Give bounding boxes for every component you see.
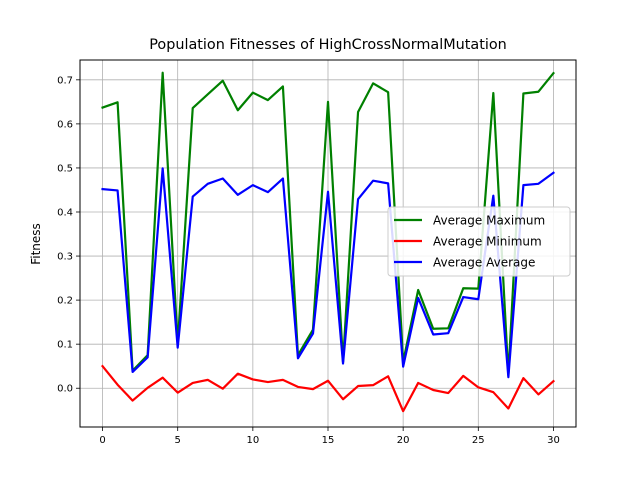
x-tick-label: 20 [397,435,410,446]
series-lines [101,71,556,413]
y-tick-label: 0.3 [57,252,73,263]
x-tick-label: 25 [472,435,485,446]
x-tick-label: 30 [547,435,560,446]
legend-label-average-minimum: Average Minimum [433,235,542,249]
x-tick-label: 15 [322,435,335,446]
y-tick-label: 0.2 [57,296,73,307]
legend-box [387,206,571,277]
y-tick-label: 0.4 [57,207,73,218]
x-tick-label: 0 [99,435,105,446]
y-tick-label: 0.6 [57,119,73,130]
axis-ticks: 0 5 10 15 20 25 30 0.0 0.1 0.2 0.3 0.4 0.5 0.6 0.7 [57,75,560,446]
legend-label-average-average: Average Average [433,256,535,270]
chart-title: Population Fitnesses of HighCrossNormalM… [149,37,507,53]
x-tick-label: 10 [246,435,259,446]
legend: Average Maximum Average Minimum Average Av… [387,206,571,277]
y-tick-label: 0.1 [57,340,73,351]
series-line-average-average [101,167,555,379]
y-tick-label: 0.5 [57,163,73,174]
legend-label-average-maximum: Average Maximum [433,214,545,228]
x-tick-label: 5 [175,435,181,446]
y-axis-label: Fitness [29,223,43,265]
y-tick-label: 0.0 [57,384,73,395]
y-tick-label: 0.7 [57,75,73,86]
series-line-average-minimum [101,364,556,413]
